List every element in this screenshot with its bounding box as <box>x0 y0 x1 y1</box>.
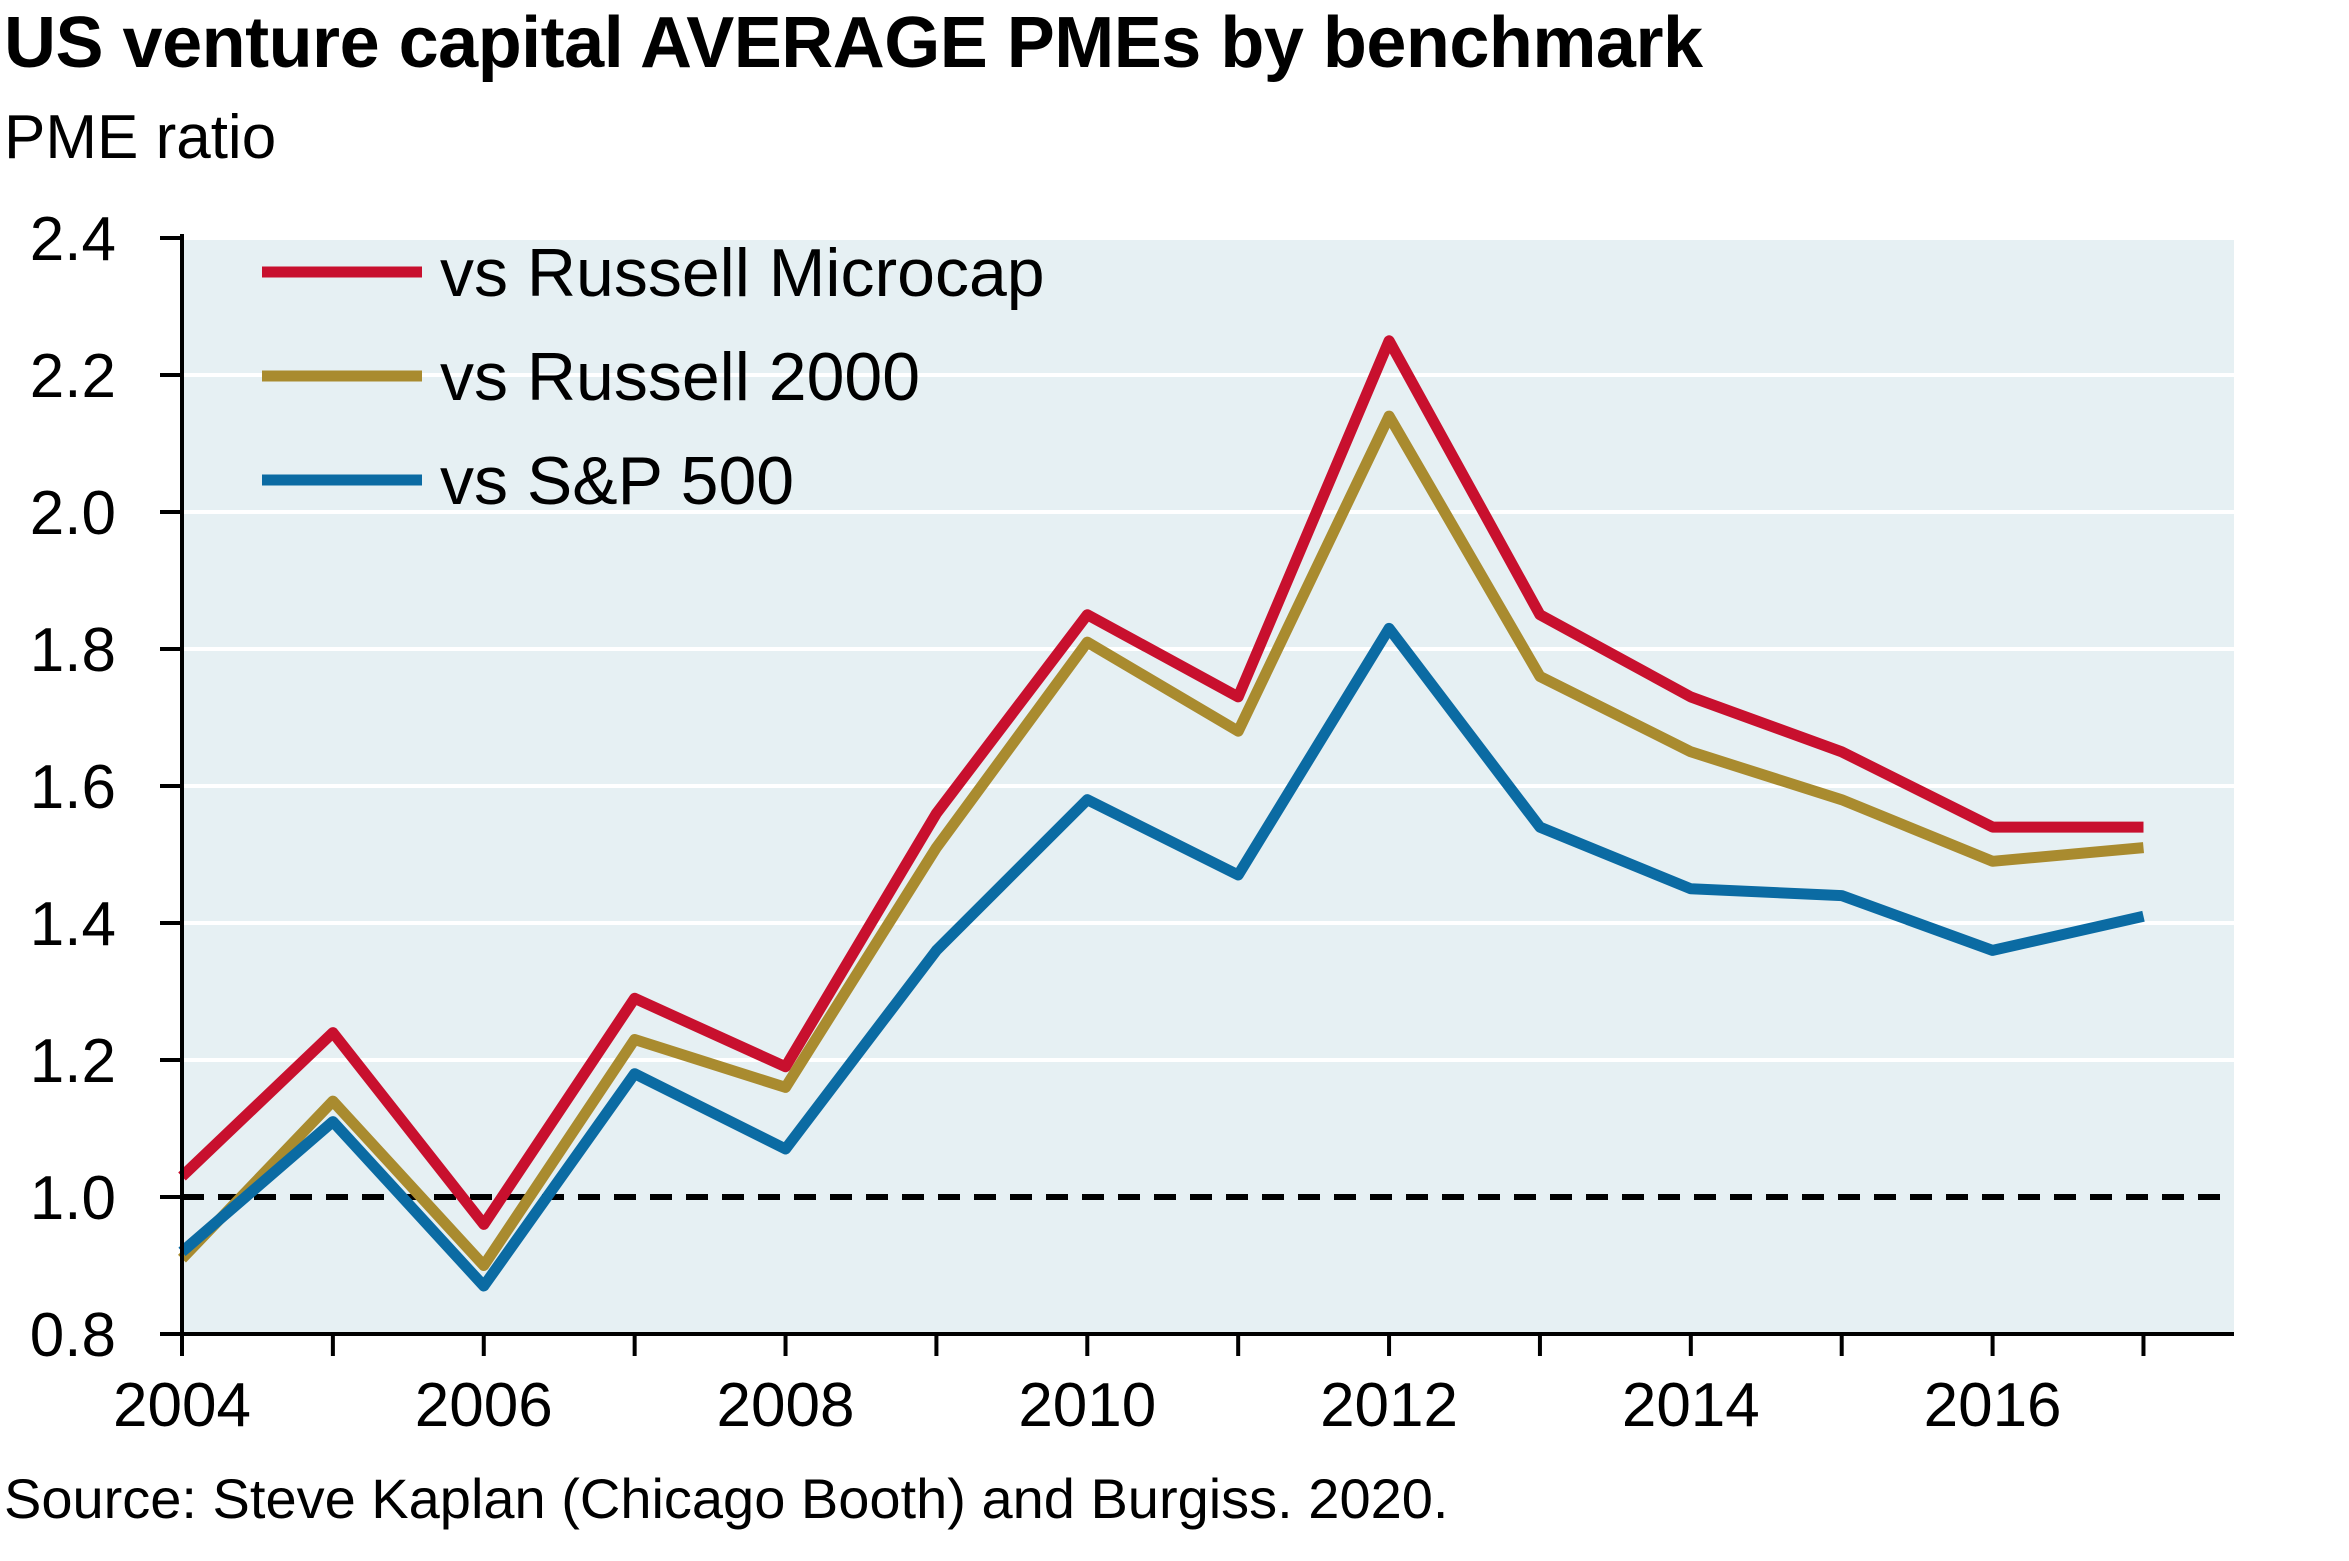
legend-label-3: vs S&P 500 <box>440 443 794 519</box>
y-tick-label: 2.2 <box>30 342 116 411</box>
legend: vs Russell Microcap vs Russell 2000 vs S&P… <box>262 235 1045 519</box>
x-tick-label: 2016 <box>1924 1371 2062 1440</box>
y-axis-ticks: 0.8 1.0 1.2 1.4 1.6 1.8 2.0 2.2 2.4 <box>30 205 182 1370</box>
series-line-3 <box>178 622 2145 1292</box>
y-tick-label: 0.8 <box>30 1301 116 1370</box>
x-tick-label: 2004 <box>113 1371 251 1440</box>
y-tick-label: 2.4 <box>30 205 116 274</box>
x-tick-label: 2008 <box>717 1371 855 1440</box>
legend-label-1: vs Russell Microcap <box>440 235 1045 311</box>
chart-subtitle: PME ratio <box>4 103 277 172</box>
y-tick-label: 1.2 <box>30 1027 116 1096</box>
legend-label-2: vs Russell 2000 <box>440 339 920 415</box>
y-tick-label: 1.0 <box>30 1164 116 1233</box>
y-tick-label: 2.0 <box>30 479 116 548</box>
y-tick-label: 1.6 <box>30 753 116 822</box>
x-tick-label: 2014 <box>1622 1371 1760 1440</box>
x-tick-label: 2006 <box>415 1371 553 1440</box>
y-tick-label: 1.4 <box>30 890 116 959</box>
grid-lines <box>182 236 2234 1062</box>
series-lines <box>178 335 2145 1292</box>
x-axis-ticks: 2004 2006 2008 2010 2012 2014 2016 <box>113 1334 2146 1440</box>
y-tick-label: 1.8 <box>30 616 116 685</box>
x-tick-label: 2012 <box>1320 1371 1458 1440</box>
series-line-1 <box>178 335 2144 1230</box>
chart-source-note: Source: Steve Kaplan (Chicago Booth) and… <box>4 1467 1449 1530</box>
chart-title: US venture capital AVERAGE PMEs by bench… <box>4 3 1703 83</box>
x-tick-label: 2010 <box>1018 1371 1156 1440</box>
series-line-2 <box>178 410 2144 1271</box>
